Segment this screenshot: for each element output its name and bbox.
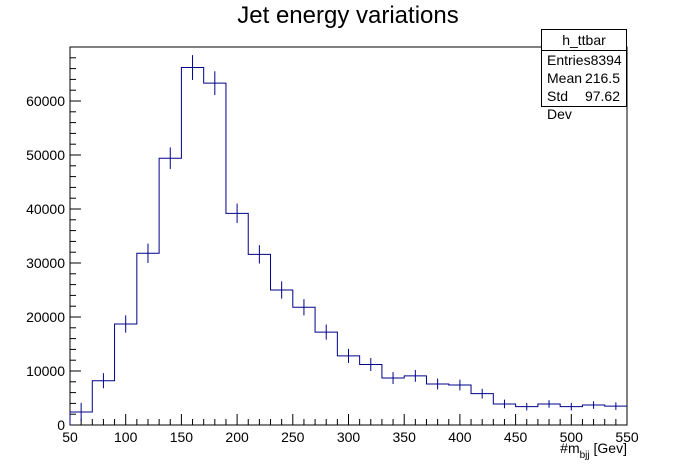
stats-entries-value: 8394 [590, 52, 622, 68]
stats-stddev-value: 97.62 [584, 88, 620, 104]
x-tick-label: 50 [62, 429, 78, 445]
x-tick-label: 250 [281, 429, 305, 445]
y-tick-label: 60000 [26, 93, 65, 109]
y-tick-label: 30000 [26, 255, 65, 271]
stats-stddev-label: Std Dev [547, 88, 572, 122]
x-tick-label: 450 [504, 429, 528, 445]
chart-title: Jet energy variations [237, 2, 459, 29]
y-tick-label: 50000 [26, 147, 65, 163]
x-tick-label: 200 [225, 429, 249, 445]
x-tick-label: 500 [560, 429, 584, 445]
x-axis-label: #mbjj [Gev] [560, 440, 627, 461]
y-tick-label: 10000 [26, 363, 65, 379]
stats-mean-value: 216.5 [584, 70, 620, 86]
y-tick-label: 40000 [26, 201, 65, 217]
x-tick-label: 350 [393, 429, 417, 445]
tick-labels: 50 100 150 200 250 300 350 400 450 500 550 0 10000 20… [26, 93, 639, 445]
stats-entries-row: Entries 8394 [542, 51, 626, 69]
stats-box: h_ttbar Entries 8394 Mean 216.5 Std Dev … [541, 29, 627, 122]
histogram-outline [69, 67, 627, 425]
x-tick-label: 550 [615, 429, 639, 445]
stats-stddev-row: Std Dev 97.62 [542, 87, 626, 122]
histogram-series [69, 55, 627, 425]
y-tick-label: 20000 [26, 309, 65, 325]
y-tick-label: 0 [57, 417, 65, 433]
stats-entries-label: Entries [547, 52, 591, 68]
x-tick-label: 150 [170, 429, 194, 445]
x-tick-label: 300 [337, 429, 361, 445]
x-tick-label: 100 [114, 429, 138, 445]
stats-mean-row: Mean 216.5 [542, 69, 626, 87]
x-tick-label: 400 [448, 429, 472, 445]
stats-mean-label: Mean [547, 70, 583, 86]
stats-title: h_ttbar [542, 30, 626, 51]
